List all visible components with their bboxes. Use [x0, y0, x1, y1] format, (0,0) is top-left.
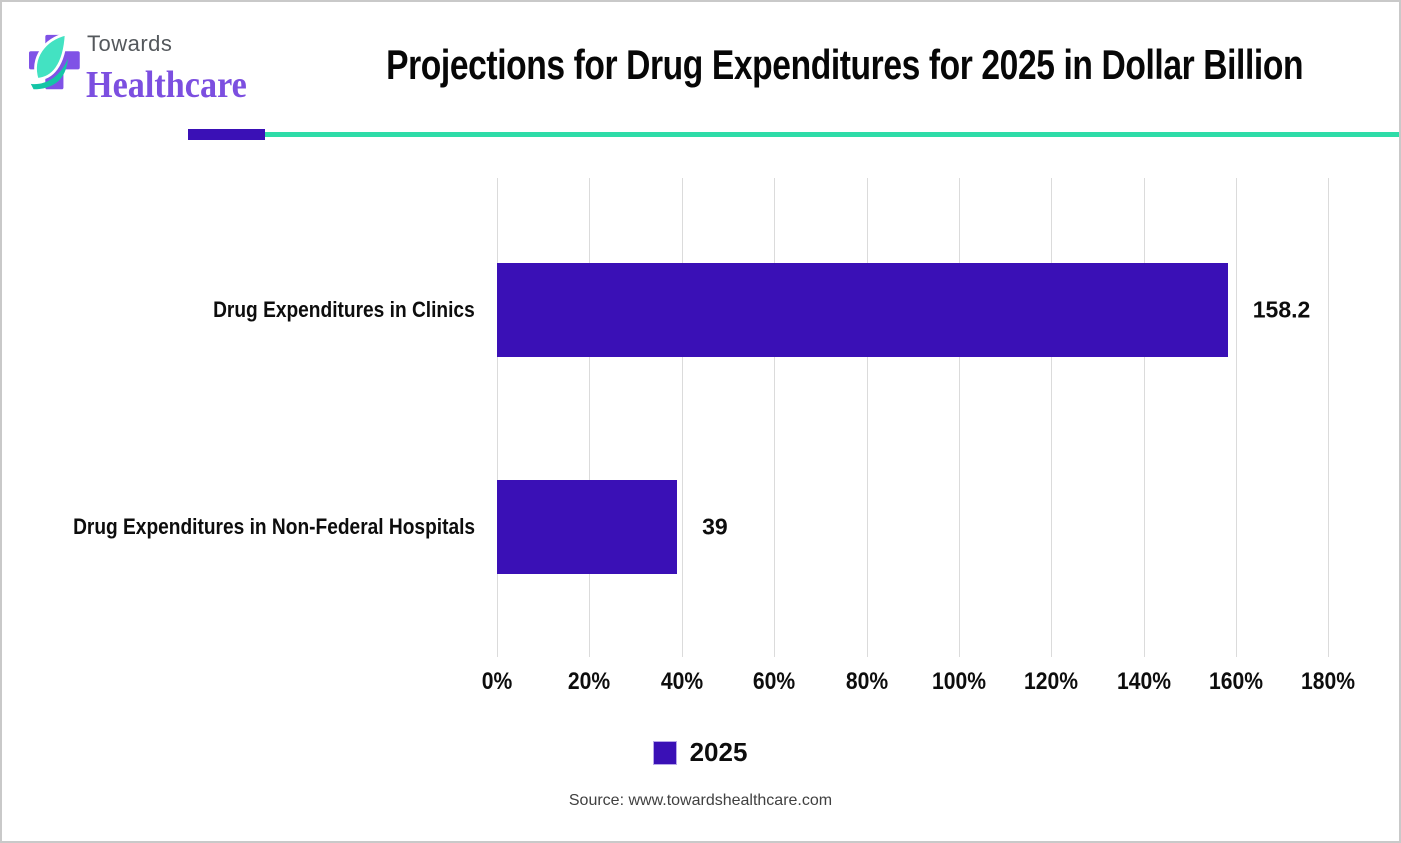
gridline: [1051, 178, 1053, 657]
legend-swatch-2025: [652, 740, 677, 765]
logo-text-healthcare: Healthcare: [86, 64, 247, 106]
x-tick-label: 60%: [753, 668, 796, 695]
legend: 2025: [2, 737, 1399, 768]
x-tick-label: 180%: [1301, 668, 1356, 695]
plot-area: 158.2 39: [497, 178, 1395, 657]
bar-value-label: 39: [702, 513, 728, 540]
bar: [497, 480, 678, 574]
legend-label-2025: 2025: [689, 737, 748, 767]
x-tick-label: 120%: [1024, 668, 1079, 695]
gridline: [958, 178, 960, 657]
x-tick-label: 100%: [931, 668, 986, 695]
bar-value-label: 158.2: [1252, 296, 1311, 323]
x-tick-label: 80%: [845, 668, 888, 695]
x-tick-label: 0%: [481, 668, 513, 695]
logo-leaf-icon: [30, 32, 68, 90]
gridline: [681, 178, 683, 657]
category-label: Drug Expenditures in Non-Federal Hospita…: [72, 514, 475, 539]
bar-chart: Drug Expenditures in Clinics Drug Expendi…: [2, 178, 1399, 657]
category-label: Drug Expenditures in Clinics: [213, 297, 475, 322]
page-title: Projections for Drug Expenditures for 20…: [386, 41, 1304, 88]
x-tick-label: 20%: [568, 668, 611, 695]
x-tick-label: 160%: [1209, 668, 1264, 695]
towards-healthcare-logo-icon: [29, 32, 80, 90]
source-text: Source: www.towardshealthcare.com: [568, 792, 833, 809]
gridline: [1328, 178, 1330, 657]
x-tick-label: 140%: [1116, 668, 1171, 695]
gridline: [774, 178, 776, 657]
x-axis: 0% 20% 40% 60% 80% 100% 120% 140% 160% 180%: [482, 668, 1395, 698]
gridline: [497, 178, 498, 657]
divider-purple-segment: [188, 129, 265, 140]
gridline: [589, 178, 591, 657]
bar: [497, 263, 1228, 357]
x-tick-label: 40%: [660, 668, 703, 695]
gridline: [1143, 178, 1145, 657]
divider-teal-line: [265, 132, 1399, 137]
category-labels: Drug Expenditures in Clinics Drug Expendi…: [2, 178, 475, 657]
gridline: [866, 178, 868, 657]
gridline: [1236, 178, 1238, 657]
logo-text-towards: Towards: [87, 31, 173, 56]
